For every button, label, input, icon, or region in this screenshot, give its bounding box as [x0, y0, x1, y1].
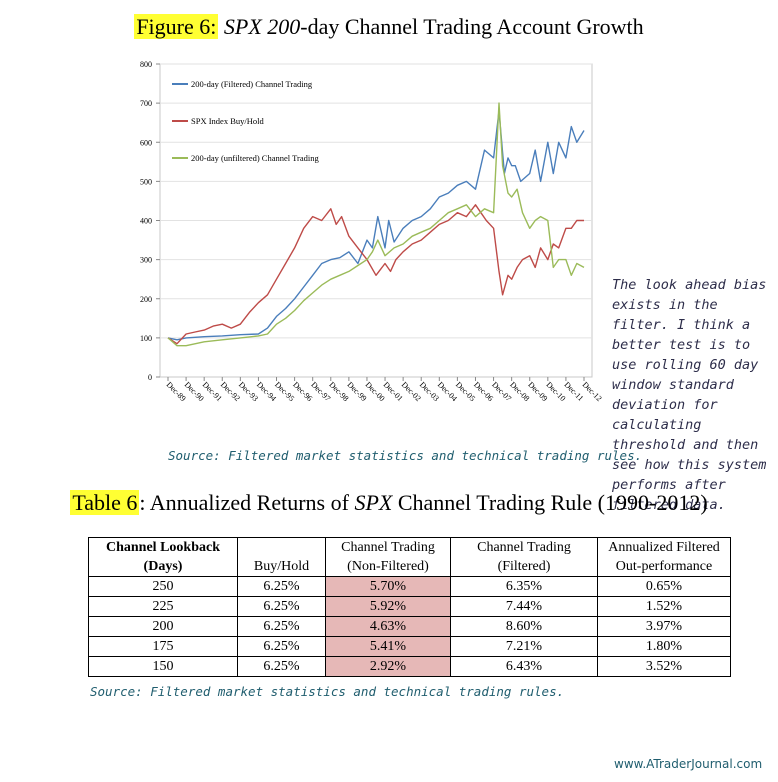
x-tick-label: Dec-97: [309, 380, 332, 403]
figure-title-rest: -day Channel Trading Account Growth: [300, 14, 644, 39]
x-tick-label: Dec-92: [219, 380, 242, 403]
header-line: Channel Trading: [341, 540, 435, 555]
table-title-b: Channel Trading Rule (1990-2012): [392, 490, 708, 515]
y-tick-label: 0: [148, 373, 152, 382]
cell-outperformance: 0.65%: [597, 576, 731, 597]
cell-filtered: 6.43%: [450, 656, 598, 677]
x-tick-label: Dec-12: [581, 380, 604, 403]
cell-buyhold: 6.25%: [237, 616, 326, 637]
cell-nonfiltered: 2.92%: [325, 656, 451, 677]
table-title: Table 6: Annualized Returns of SPX Chann…: [0, 490, 778, 516]
cell-nonfiltered: 4.63%: [325, 616, 451, 637]
x-tick-label: Dec-98: [327, 380, 350, 403]
x-tick-label: Dec-93: [237, 380, 260, 403]
table-row: 175 6.25% 5.41% 7.21% 1.80%: [88, 636, 731, 657]
figure-label: Figure 6:: [134, 14, 219, 39]
cell-outperformance: 3.97%: [597, 616, 731, 637]
header-line: Buy/Hold: [253, 559, 310, 574]
cell-nonfiltered: 5.92%: [325, 596, 451, 617]
x-tick-label: Dec-91: [201, 380, 224, 403]
cell-filtered: 6.35%: [450, 576, 598, 597]
x-tick-label: Dec-94: [255, 380, 278, 403]
x-tick-label: Dec-96: [291, 380, 314, 403]
x-tick-label: Dec-03: [418, 380, 441, 403]
x-tick-label: Dec-07: [490, 380, 513, 403]
header-line: (Non-Filtered): [347, 559, 429, 574]
y-tick-label: 600: [140, 138, 152, 147]
x-tick-label: Dec-04: [436, 380, 459, 403]
cell-buyhold: 6.25%: [237, 596, 326, 617]
y-tick-label: 700: [140, 99, 152, 108]
header-line: Channel Lookback: [106, 540, 220, 555]
figure-title-italic: SPX 200: [223, 14, 301, 39]
returns-table: Channel Lookback (Days) Buy/Hold Channel …: [88, 537, 731, 677]
legend-label: 200-day (unfiltered) Channel Trading: [191, 153, 319, 163]
x-tick-label: Dec-95: [273, 380, 296, 403]
col-header-nonfiltered: Channel Trading (Non-Filtered): [325, 537, 451, 577]
x-tick-label: Dec-10: [544, 380, 567, 403]
annotation-note: The look ahead bias exists in the filter…: [612, 277, 767, 513]
col-header-outperformance: Annualized Filtered Out-performance: [597, 537, 731, 577]
y-tick-label: 100: [140, 334, 152, 343]
table-row: 150 6.25% 2.92% 6.43% 3.52%: [88, 656, 731, 677]
x-tick-label: Dec-11: [562, 380, 585, 403]
series-line: [167, 102, 585, 347]
table-header-row: Channel Lookback (Days) Buy/Hold Channel …: [88, 537, 731, 577]
x-tick-label: Dec-08: [508, 380, 531, 403]
figure-source: Source: Filtered market statistics and t…: [168, 448, 643, 463]
header-line: Out-performance: [615, 559, 713, 574]
table-title-italic: SPX: [354, 490, 393, 515]
table-row: 225 6.25% 5.92% 7.44% 1.52%: [88, 596, 731, 617]
y-tick-label: 200: [140, 295, 152, 304]
header-line: Annualized Filtered: [608, 540, 720, 555]
cell-outperformance: 3.52%: [597, 656, 731, 677]
figure-title: Figure 6: SPX 200-day Channel Trading Ac…: [0, 14, 778, 40]
table-label: Table 6: [70, 490, 140, 515]
x-tick-label: Dec-06: [472, 380, 495, 403]
cell-filtered: 7.21%: [450, 636, 598, 657]
series-line: [167, 204, 584, 345]
x-tick-label: Dec-02: [400, 380, 423, 403]
table-title-a: : Annualized Returns of: [139, 490, 355, 515]
series-line: [167, 110, 585, 341]
cell-nonfiltered: 5.70%: [325, 576, 451, 597]
y-tick-label: 500: [140, 177, 152, 186]
cell-lookback: 200: [88, 616, 238, 637]
cell-nonfiltered: 5.41%: [325, 636, 451, 657]
cell-filtered: 7.44%: [450, 596, 598, 617]
x-tick-label: Dec-99: [345, 380, 368, 403]
x-tick-label: Dec-05: [454, 380, 477, 403]
cell-outperformance: 1.80%: [597, 636, 731, 657]
header-line: (Filtered): [497, 559, 551, 574]
col-header-buyhold: Buy/Hold: [237, 537, 326, 577]
x-tick-label: Dec-90: [183, 380, 206, 403]
cell-buyhold: 6.25%: [237, 636, 326, 657]
table-row: 250 6.25% 5.70% 6.35% 0.65%: [88, 576, 731, 597]
cell-filtered: 8.60%: [450, 616, 598, 637]
y-tick-label: 300: [140, 256, 152, 265]
header-line: (Days): [143, 559, 183, 574]
table-row: 200 6.25% 4.63% 8.60% 3.97%: [88, 616, 731, 637]
col-header-lookback: Channel Lookback (Days): [88, 537, 238, 577]
y-tick-label: 400: [140, 217, 152, 226]
y-tick-label: 800: [140, 60, 152, 69]
x-tick-label: Dec-00: [364, 380, 387, 403]
cell-lookback: 150: [88, 656, 238, 677]
x-tick-label: Dec-89: [165, 380, 188, 403]
cell-outperformance: 1.52%: [597, 596, 731, 617]
legend-label: 200-day (Filtered) Channel Trading: [191, 79, 313, 89]
cell-buyhold: 6.25%: [237, 656, 326, 677]
header-line: Channel Trading: [477, 540, 571, 555]
footer-url: www.ATraderJournal.com: [614, 757, 763, 771]
cell-lookback: 175: [88, 636, 238, 657]
table-source: Source: Filtered market statistics and t…: [90, 684, 565, 699]
x-tick-label: Dec-09: [526, 380, 549, 403]
x-tick-label: Dec-01: [382, 380, 405, 403]
cell-buyhold: 6.25%: [237, 576, 326, 597]
cell-lookback: 250: [88, 576, 238, 597]
col-header-filtered: Channel Trading (Filtered): [450, 537, 598, 577]
legend-label: SPX Index Buy/Hold: [191, 116, 264, 126]
cell-lookback: 225: [88, 596, 238, 617]
